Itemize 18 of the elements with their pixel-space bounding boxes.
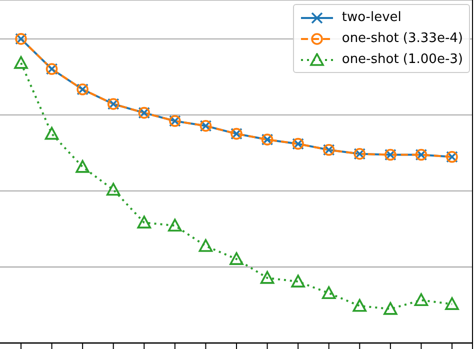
point [106, 182, 120, 196]
legend-label: one-shot (3.33e-4) [342, 31, 463, 46]
legend-label: two-level [342, 10, 402, 25]
point [445, 297, 459, 310]
point [168, 218, 182, 232]
point [384, 302, 398, 315]
point [14, 56, 28, 69]
point [352, 299, 367, 312]
point [260, 271, 274, 284]
point [322, 286, 336, 300]
point [44, 126, 59, 140]
point [291, 274, 305, 288]
point [198, 239, 213, 252]
point [230, 252, 244, 265]
point [76, 160, 90, 173]
point [414, 293, 428, 306]
legend-label: one-shot (1.00e-3) [342, 52, 463, 67]
point [137, 216, 152, 228]
